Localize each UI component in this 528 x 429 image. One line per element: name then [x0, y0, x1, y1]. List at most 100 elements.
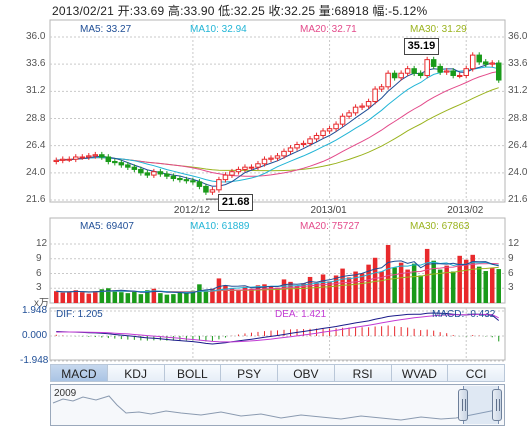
candle-body — [346, 112, 352, 117]
navigator-left-handle[interactable] — [458, 389, 468, 421]
price-ma5-label: MA5: 33.27 — [80, 24, 132, 35]
volume-bar — [314, 282, 319, 303]
volume-bar — [359, 273, 365, 303]
candle-body — [92, 154, 99, 157]
candle-body — [242, 166, 248, 170]
volume-bar — [392, 267, 397, 303]
candle-body — [450, 70, 456, 76]
price-ma20-label: MA20: 32.71 — [300, 24, 357, 35]
tab-obv[interactable]: OBV — [277, 364, 334, 382]
candle-body — [66, 158, 73, 161]
candle-body — [339, 115, 346, 125]
volume-bar — [80, 292, 85, 303]
candle-body — [385, 72, 391, 88]
volume-bar — [151, 288, 157, 303]
volume-bar — [307, 276, 313, 303]
candle-body — [229, 171, 235, 176]
candle-body — [118, 162, 125, 166]
volume-bar — [483, 271, 488, 303]
tab-wvad[interactable]: WVAD — [390, 364, 448, 382]
price-tick-left: 24.0 — [26, 166, 46, 178]
candle-body — [170, 175, 177, 179]
volume-bar — [418, 275, 423, 303]
price-tick-left: 21.6 — [26, 194, 46, 205]
tab-macd[interactable]: MACD — [50, 364, 107, 382]
candle-body — [430, 59, 437, 67]
navigator-right-handle[interactable] — [492, 389, 502, 421]
candle-body — [183, 179, 190, 182]
candle-body — [287, 147, 294, 152]
volume-ma5-label: MA5: 69407 — [80, 221, 134, 232]
candle-body — [333, 123, 339, 130]
volume-bar — [294, 285, 300, 303]
candle-body — [437, 65, 443, 73]
quote-summary: 2013/02/21 开:33.69 高:33.90 低:32.25 收:32.… — [52, 4, 428, 18]
candle-body — [359, 105, 365, 108]
candle-body — [177, 177, 183, 181]
volume-bar — [210, 288, 215, 303]
volume-bar — [411, 263, 417, 303]
volume-bar — [229, 288, 235, 303]
volume-bar — [67, 291, 72, 303]
candle-body — [294, 144, 300, 149]
low-price-callout: 21.68 — [217, 194, 254, 211]
volume-bar — [424, 248, 430, 303]
volume-bar — [86, 293, 92, 303]
candle-body — [112, 161, 118, 164]
volume-tick-left: 9 — [36, 252, 42, 264]
candle-body — [138, 168, 144, 174]
volume-bar — [366, 264, 371, 303]
candle-body — [463, 68, 469, 76]
macd-tick-left: -1.948 — [20, 355, 49, 366]
volume-bar — [379, 271, 384, 303]
volume-bar — [255, 285, 261, 303]
candle-body — [255, 163, 261, 168]
candle-body — [131, 166, 138, 170]
range-navigator[interactable]: 2009 — [50, 384, 505, 426]
candle-body — [489, 62, 495, 65]
tab-psy[interactable]: PSY — [220, 364, 277, 382]
candle-body — [99, 154, 105, 158]
candle-body — [203, 185, 209, 193]
volume-tick-right: 12 — [508, 238, 520, 249]
candle-body — [261, 158, 268, 165]
volume-bar — [327, 281, 332, 303]
volume-bar — [119, 292, 124, 303]
tab-kdj[interactable]: KDJ — [106, 364, 164, 382]
tab-cci[interactable]: CCI — [447, 364, 505, 382]
volume-unit-label: x万 — [34, 298, 49, 309]
candle-body — [53, 159, 60, 163]
volume-bar — [470, 254, 475, 303]
volume-ma30-label: MA30: 67863 — [410, 221, 470, 232]
volume-bar — [450, 271, 456, 303]
volume-bar — [106, 288, 111, 303]
volume-bar — [372, 257, 378, 303]
volume-bar — [444, 265, 449, 303]
candle-body — [73, 156, 79, 160]
candle-body — [164, 173, 170, 177]
volume-bar — [203, 290, 209, 303]
candle-body — [209, 189, 216, 193]
price-tick-left: 33.6 — [26, 58, 46, 70]
macd-dif-label: DIF: 1.205 — [56, 309, 103, 320]
candle-body — [352, 106, 359, 114]
candle-body — [190, 180, 196, 183]
navigator-year-label: 2009 — [54, 388, 77, 399]
tab-rsi[interactable]: RSI — [333, 364, 391, 382]
volume-bar — [385, 244, 391, 303]
price-tick-left: 26.4 — [26, 139, 46, 151]
tab-boll[interactable]: BOLL — [163, 364, 221, 382]
candle-body — [300, 142, 307, 146]
volume-bar — [268, 286, 274, 303]
high-price-callout: 35.19 — [403, 38, 440, 55]
candle-body — [482, 61, 489, 65]
volume-bar — [275, 287, 280, 303]
price-tick-right: 33.6 — [508, 58, 528, 70]
candle-body — [313, 134, 320, 140]
volume-tick-left: 3 — [36, 282, 42, 294]
candle-body — [248, 166, 255, 169]
candle-body — [79, 156, 86, 159]
price-tick-right: 24.0 — [508, 166, 528, 178]
macd-dif-line — [56, 312, 500, 345]
candle-body — [398, 72, 404, 79]
